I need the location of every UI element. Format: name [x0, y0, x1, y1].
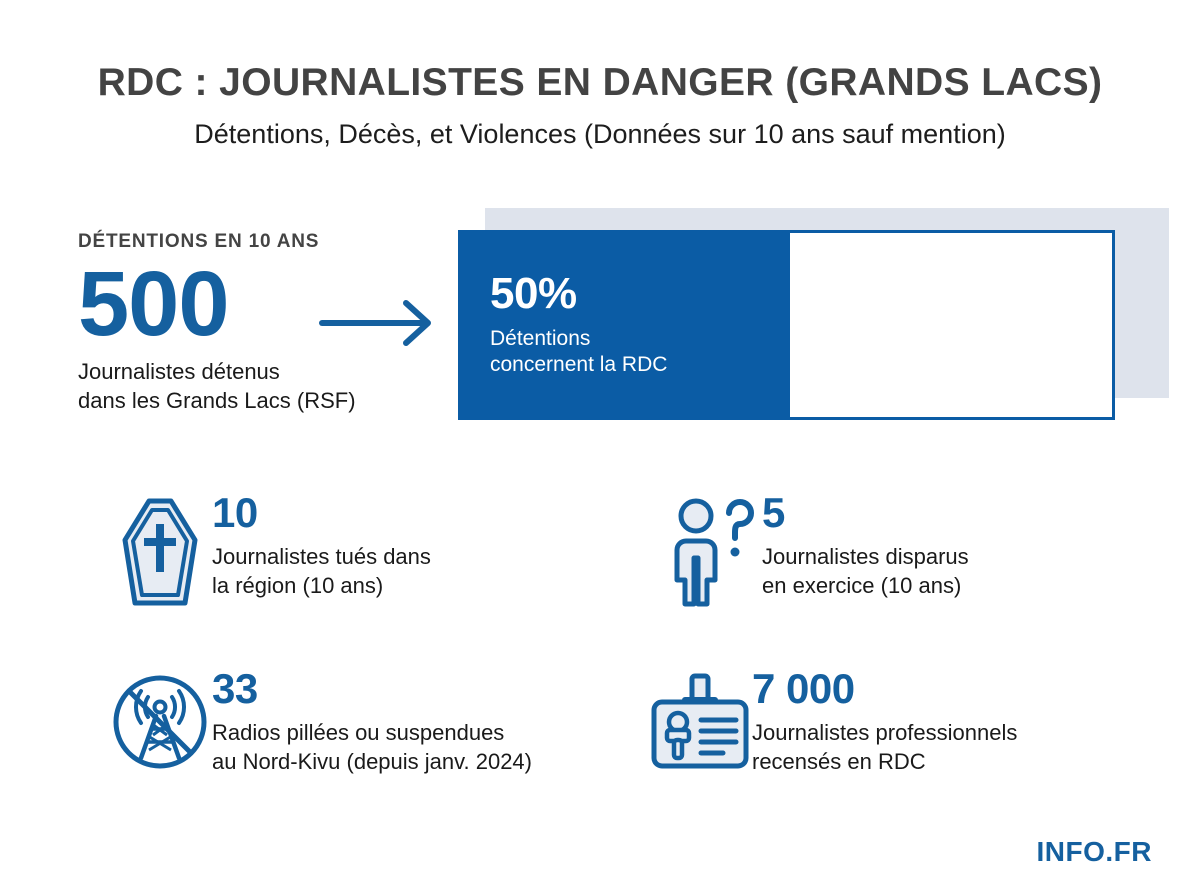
- hero-number: 500: [78, 253, 230, 355]
- stat-number: 7 000: [752, 665, 855, 712]
- panel-remaining-portion: [786, 230, 1115, 420]
- stat-body: 5 Journalistes disparus en exercice (10 …: [762, 492, 969, 600]
- panel: 50% Détentions concernent la RDC: [458, 230, 1115, 420]
- radio-tower-blocked-icon: [108, 668, 212, 772]
- coffin-icon: [108, 492, 212, 608]
- hero-stat-detentions: DÉTENTIONS EN 10 ANS 500 Journalistes dé…: [78, 232, 418, 415]
- stat-number: 33: [212, 665, 258, 712]
- page-title: RDC : JOURNALISTES EN DANGER (GRANDS LAC…: [97, 61, 1103, 104]
- stat-description: Journalistes professionnels recensés en …: [752, 720, 1018, 774]
- panel-percent: 50%: [490, 268, 577, 318]
- stat-description: Journalistes tués dans la région (10 ans…: [212, 544, 431, 598]
- stat-body: 7 000 Journalistes professionnels recens…: [752, 668, 1017, 776]
- stat-journalists-missing: 5 Journalistes disparus en exercice (10 …: [658, 492, 969, 608]
- stat-body: 33 Radios pillées ou suspendues au Nord-…: [212, 668, 532, 776]
- stat-description: Radios pillées ou suspendues au Nord-Kiv…: [212, 720, 532, 774]
- stat-body: 10 Journalistes tués dans la région (10 …: [212, 492, 431, 600]
- stat-radios-looted: 33 Radios pillées ou suspendues au Nord-…: [108, 668, 532, 776]
- hero-description: Journalistes détenus dans les Grands Lac…: [78, 359, 356, 413]
- stat-journalists-killed: 10 Journalistes tués dans la région (10 …: [108, 492, 431, 608]
- hero-kicker: DÉTENTIONS EN 10 ANS: [78, 231, 320, 252]
- panel-filled-portion: 50% Détentions concernent la RDC: [458, 230, 787, 420]
- stat-professional-journalists: 7 000 Journalistes professionnels recens…: [648, 668, 1017, 776]
- arrow-right-icon: [318, 298, 438, 348]
- press-badge-icon: [648, 668, 752, 770]
- stat-number: 5: [762, 489, 785, 536]
- panel-description: Détentions concernent la RDC: [490, 326, 668, 376]
- header: RDC : JOURNALISTES EN DANGER (GRANDS LAC…: [0, 61, 1200, 150]
- stat-number: 10: [212, 489, 258, 536]
- person-question-icon: [658, 492, 762, 608]
- site-logo: INFO.FR: [1036, 836, 1152, 867]
- page-subtitle: Détentions, Décès, et Violences (Données…: [194, 118, 1006, 149]
- stat-description: Journalistes disparus en exercice (10 an…: [762, 544, 969, 598]
